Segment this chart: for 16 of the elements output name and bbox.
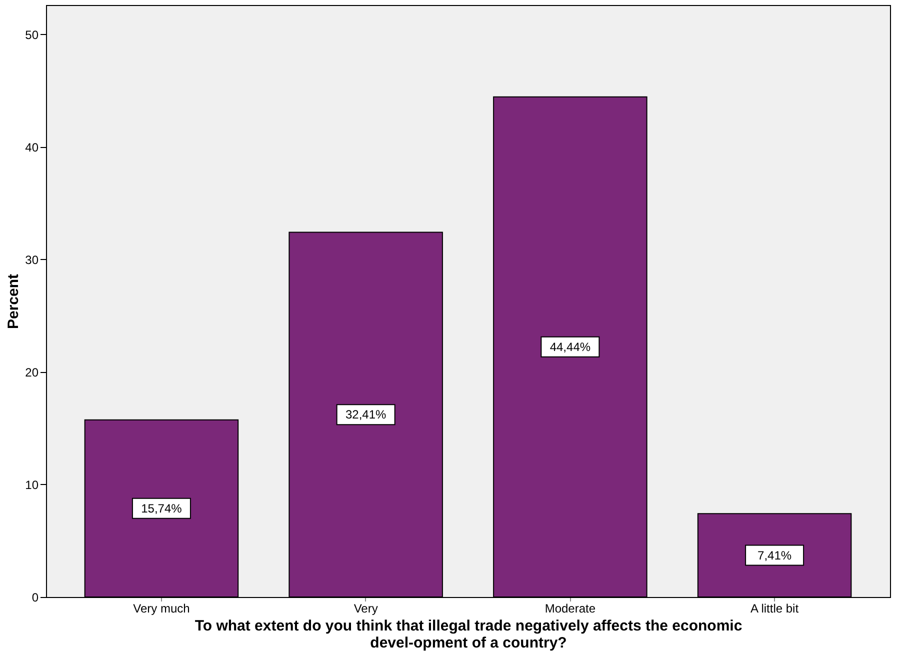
y-axis-title: Percent	[5, 274, 22, 330]
x-tick-label: Moderate	[544, 602, 596, 616]
x-tick-label: A little bit	[750, 602, 800, 616]
x-tick-label: Very	[354, 602, 378, 616]
x-axis-title: To what extent do you think that illegal trade negatively affects the economic devel-opment of a country?	[194, 618, 742, 652]
y-tick-label: 40	[25, 140, 39, 154]
data-label: 15,74%	[141, 501, 182, 516]
data-label: 32,41%	[345, 408, 386, 422]
y-tick-label: 50	[25, 28, 39, 42]
x-tick-label: Very much	[133, 602, 190, 616]
y-tick-label: 20	[25, 365, 39, 380]
y-tick-label: 10	[25, 478, 39, 492]
y-tick-label: 0	[32, 590, 39, 604]
y-tick-label: 30	[25, 252, 39, 267]
data-label: 7,41%	[758, 548, 792, 562]
data-label: 44,44%	[550, 340, 591, 354]
